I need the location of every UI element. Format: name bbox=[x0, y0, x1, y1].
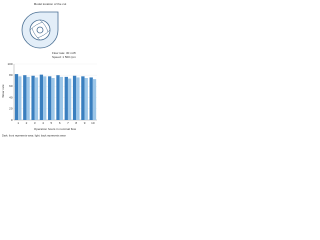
bar bbox=[18, 76, 22, 120]
bar bbox=[92, 79, 97, 120]
x-tick-label: 6 bbox=[59, 121, 61, 125]
bar bbox=[64, 76, 68, 120]
bar bbox=[31, 75, 35, 120]
bar bbox=[76, 77, 80, 120]
bar bbox=[51, 78, 55, 120]
y-tick-label: 20 bbox=[9, 107, 13, 111]
x-tick-label: 2 bbox=[26, 121, 28, 125]
chart: Model location of the cut Flow rate: 30 … bbox=[1, 2, 97, 138]
x-tick-label: 1 bbox=[17, 121, 19, 125]
bar bbox=[23, 75, 27, 120]
annotation: Flow rate: 30 m³/h bbox=[52, 51, 77, 55]
y-tick-label: 0 bbox=[11, 118, 13, 122]
annotation: Speed: 1 500 rpm bbox=[52, 55, 76, 59]
bar bbox=[84, 78, 88, 120]
bar bbox=[67, 78, 72, 120]
x-tick-label: 7 bbox=[67, 121, 69, 125]
bar bbox=[72, 75, 77, 120]
x-tick-label: 3 bbox=[34, 121, 36, 125]
bar bbox=[48, 76, 52, 120]
y-tick-label: 40 bbox=[9, 95, 13, 99]
x-tick-label: 5 bbox=[51, 121, 53, 125]
y-tick-label: 60 bbox=[9, 84, 13, 88]
x-tick-label: 9 bbox=[84, 121, 86, 125]
bar bbox=[81, 76, 85, 120]
x-tick-label: 4 bbox=[42, 121, 44, 125]
note: Dark: front represents wear, light: back… bbox=[2, 134, 66, 138]
bar bbox=[26, 76, 30, 120]
x-tick-label: 8 bbox=[75, 121, 77, 125]
bar bbox=[89, 77, 93, 120]
chart-title: Model location of the cut bbox=[34, 2, 67, 6]
page: {"chart_data": {"type": "bar", "title": … bbox=[0, 0, 100, 145]
y-tick-label: 100 bbox=[7, 62, 12, 66]
pump-drawing bbox=[21, 11, 59, 49]
bar bbox=[43, 76, 47, 120]
bar bbox=[39, 74, 44, 120]
x-tick-label: 10 bbox=[91, 121, 95, 125]
x-axis-label: Operation hours in nominal flow bbox=[34, 127, 77, 131]
bar bbox=[59, 76, 63, 120]
bar bbox=[34, 77, 39, 120]
bar bbox=[14, 74, 19, 120]
y-axis-label: Wear rate bbox=[1, 84, 5, 97]
y-tick-label: 80 bbox=[9, 73, 13, 77]
bar bbox=[56, 75, 60, 120]
